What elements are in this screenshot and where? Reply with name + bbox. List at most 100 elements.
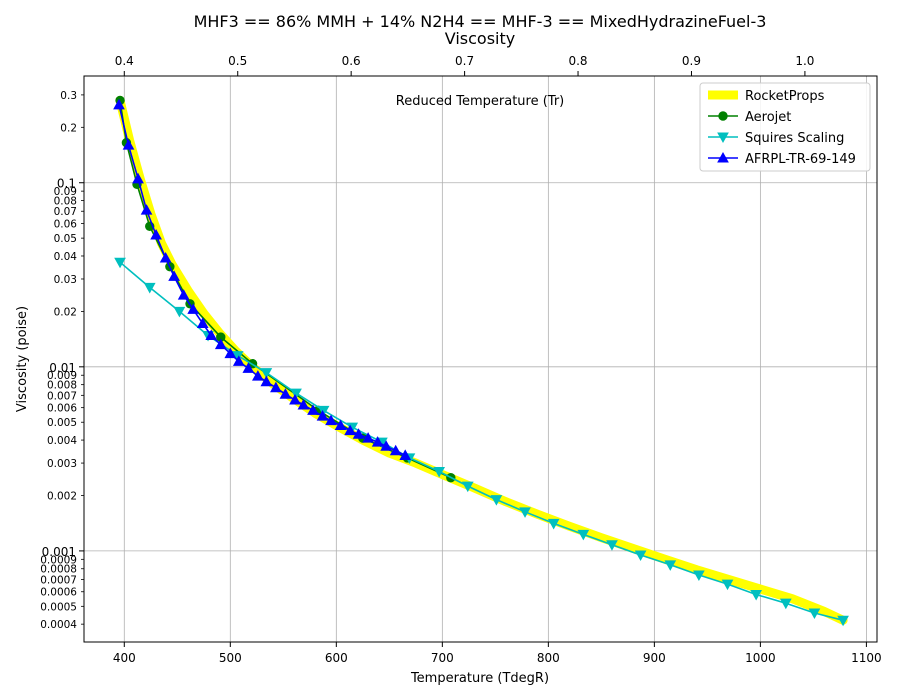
legend-label: Squires Scaling [745,131,844,146]
chart-title: MHF3 == 86% MMH + 14% N2H4 == MHF-3 == M… [194,12,767,31]
x-axis-label: Temperature (TdegR) [410,671,549,686]
y-minor-tick-label: 0.02 [54,306,77,318]
data-point [317,405,330,417]
data-point [577,529,590,541]
data-point [270,381,282,393]
y-minor-tick-label: 0.09 [54,186,77,198]
y-minor-tick-label: 0.0005 [40,601,77,613]
y-axis-label: Viscosity (poise) [15,306,30,412]
data-point [519,507,531,518]
y-minor-tick-label: 0.008 [47,380,77,392]
data-point [122,139,135,150]
top-x-tick-label: 0.9 [682,54,701,68]
y-axis-ticks: 0.0010.010.10.00040.00050.00060.00070.00… [40,90,84,631]
series-afrpl-tr-69-149 [113,98,412,460]
data-point [433,466,446,478]
x-tick-label: 800 [537,651,560,665]
legend-item: Squires Scaling [708,131,844,146]
x-axis-ticks: 400 500 600 700 800 900 1000 1100 [113,642,882,665]
data-point [187,303,200,314]
data-point [214,338,227,350]
data-point [344,424,356,436]
top-x-tick-label: 0.7 [455,54,474,68]
data-point [779,598,792,610]
y-minor-tick-label: 0.2 [60,122,77,134]
top-x-axis-label: Reduced Temperature (Tr) [396,94,564,109]
legend-label: AFRPL-TR-69-149 [745,152,856,167]
data-point [693,570,705,582]
data-point [371,436,384,447]
y-minor-tick-label: 0.005 [47,417,77,429]
series-line [115,95,848,625]
y-minor-tick-label: 0.0006 [40,587,77,599]
data-point [173,306,186,318]
data-point [490,495,503,506]
data-point [113,98,125,110]
data-point [279,388,292,399]
data-point [721,579,734,591]
data-point [224,347,237,359]
data-point [242,362,255,373]
data-point [837,615,849,627]
series-rocketprops [115,95,848,625]
data-point [352,428,365,439]
data-point [399,449,412,460]
data-point [159,251,172,263]
legend-marker [718,111,728,121]
y-minor-tick-label: 0.04 [54,251,78,263]
x-tick-label: 1000 [745,651,776,665]
x-tick-label: 900 [643,651,666,665]
legend-item: Aerojet [708,110,791,125]
data-point [168,270,180,281]
x-tick-label: 400 [113,651,136,665]
legend-label: RocketProps [745,89,825,104]
data-point [808,608,821,620]
data-point [260,375,273,387]
x-tick-label: 700 [431,651,454,665]
data-point [461,481,474,493]
data-point [664,560,677,571]
data-point [252,370,264,381]
chart-subtitle: Viscosity [445,29,515,48]
x-tick-label: 600 [325,651,348,665]
data-point [750,589,762,601]
data-point [196,317,209,328]
y-minor-tick-label: 0.003 [47,458,77,470]
data-point [334,419,347,430]
data-point [205,329,218,340]
y-minor-tick-label: 0.05 [54,233,77,245]
legend-item: AFRPL-TR-69-149 [708,151,856,167]
plot-frame [83,75,878,643]
data-point [290,388,302,400]
top-x-tick-label: 0.8 [568,54,587,68]
legend-marker [717,151,729,163]
y-tick-label: 0.1 [57,177,76,191]
y-minor-tick-label: 0.08 [54,196,77,208]
legend-marker [717,132,729,144]
series-line [119,261,844,622]
data-point [325,414,337,426]
data-point [307,404,319,415]
y-minor-tick-label: 0.009 [47,370,77,382]
data-point [231,351,244,362]
y-minor-tick-label: 0.3 [60,90,77,102]
y-minor-tick-label: 0.006 [47,403,77,415]
y-minor-tick-label: 0.007 [47,390,77,402]
y-minor-tick-label: 0.06 [54,219,78,231]
y-minor-tick-label: 0.0008 [40,564,77,576]
data-point [177,289,190,300]
top-x-tick-label: 0.4 [115,54,134,68]
data-point [362,432,374,443]
top-x-tick-label: 0.5 [228,54,247,68]
data-point [260,368,273,379]
data-point [547,518,560,530]
y-minor-tick-label: 0.07 [54,206,77,218]
data-point [114,257,126,269]
data-point [150,228,162,240]
plot-series [113,95,849,627]
y-minor-tick-label: 0.002 [47,490,77,502]
data-point [297,399,310,410]
y-minor-tick-label: 0.004 [47,435,77,447]
y-minor-tick-label: 0.0009 [40,554,77,566]
data-point [143,282,156,294]
